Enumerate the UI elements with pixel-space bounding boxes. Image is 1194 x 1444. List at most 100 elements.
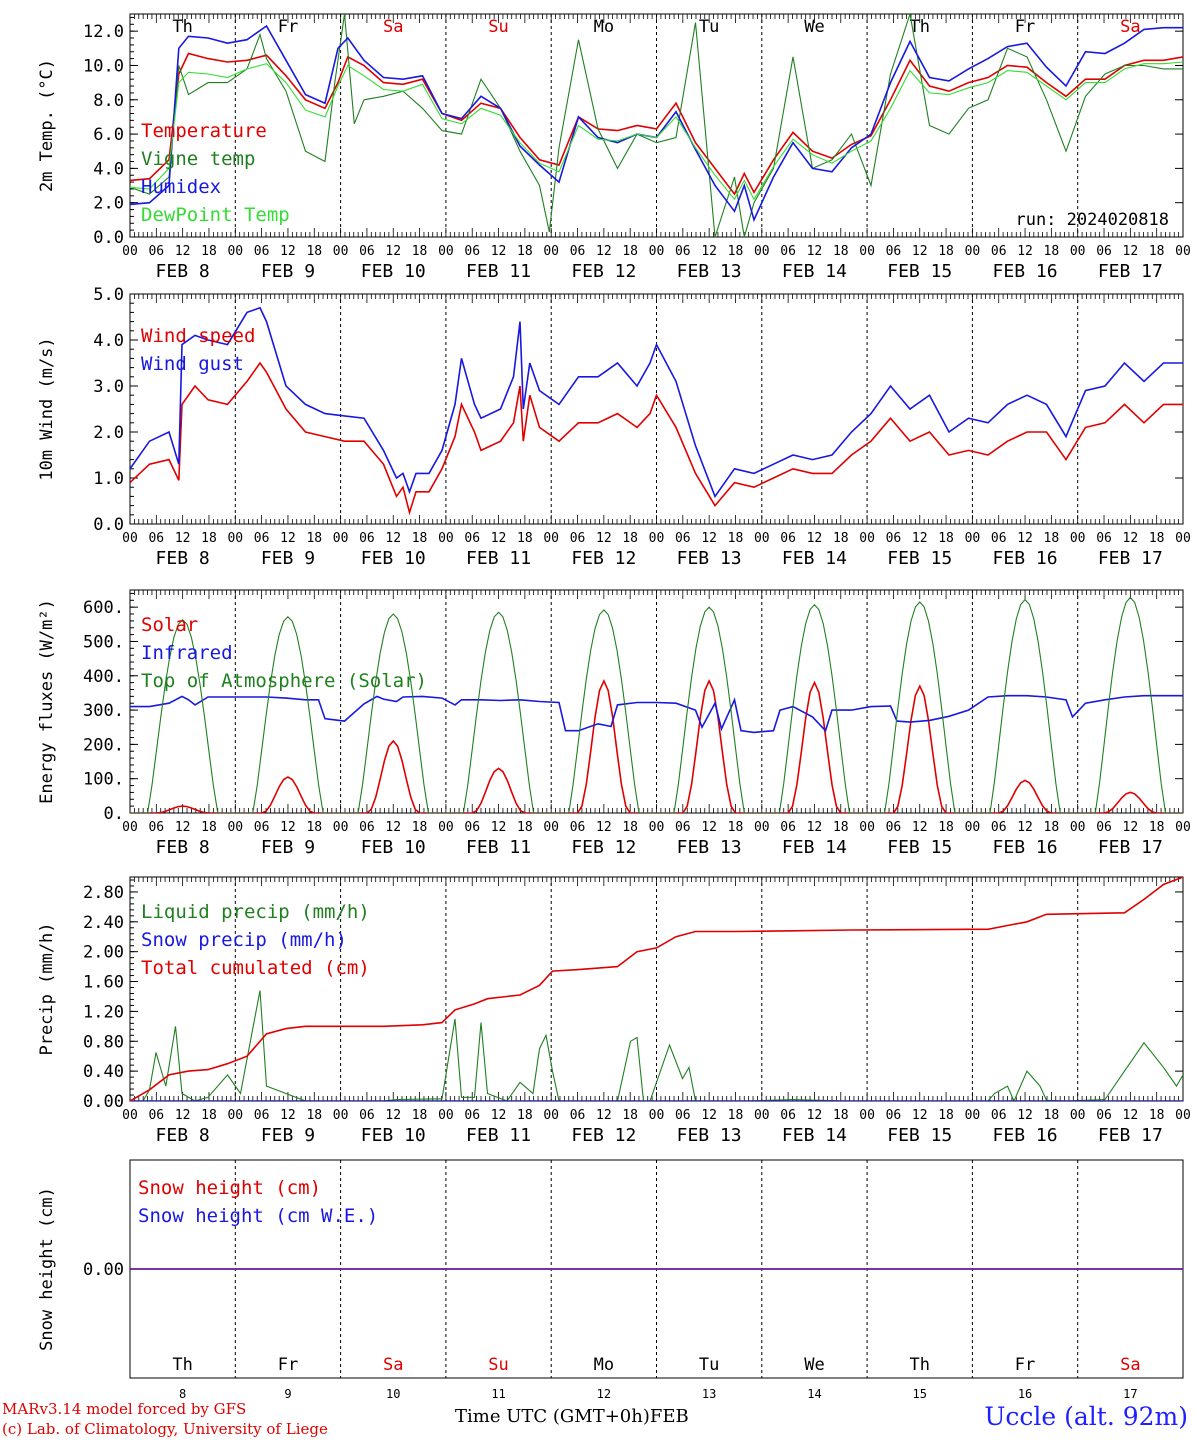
y-tick-label: 2.00 [83,943,124,963]
series-line [130,361,1183,516]
station-label: Uccle (alt. 92m) [984,1402,1188,1431]
y-axis-title: Snow height (cm) [37,1187,57,1351]
date-label: FEB 16 [993,837,1058,858]
y-axis-title: 2m Temp. (°C) [37,59,57,192]
hour-label: 06 [148,531,164,546]
hour-label: 06 [464,1108,480,1123]
day-label: Fr [1015,1355,1035,1375]
hour-label: 06 [991,531,1007,546]
hour-label: 06 [991,244,1007,259]
date-label: FEB 14 [782,548,847,569]
hour-label: 00 [965,531,981,546]
hour-label: 12 [385,820,401,835]
hour-label: 00 [122,820,138,835]
hour-label: 18 [517,1108,533,1123]
hour-label: 00 [543,531,559,546]
y-tick-label: 600. [83,598,124,618]
hour-label: 18 [201,1108,217,1123]
hour-label: 18 [833,820,849,835]
hour-label: 12 [701,1108,717,1123]
hour-label: 18 [1044,1108,1060,1123]
date-number: 14 [807,1387,821,1401]
hour-label: 12 [1017,531,1033,546]
hour-label: 12 [701,244,717,259]
date-number: 17 [1123,1387,1137,1401]
date-label: FEB 17 [1098,261,1163,282]
y-tick-label: 0.00 [83,1092,124,1112]
model-label: MARv3.14 model forced by GFS [2,1400,247,1418]
date-label: FEB 10 [361,261,426,282]
date-label: FEB 14 [782,261,847,282]
hour-label: 06 [886,820,902,835]
hour-label: 06 [780,531,796,546]
day-label: Sa [1120,17,1140,37]
date-label: FEB 12 [571,1125,636,1146]
day-label: Sa [383,17,403,37]
run-label: run: 2024020818 [1015,210,1169,230]
hour-label: 00 [1175,244,1191,259]
y-tick-label: 12.0 [83,22,124,42]
hour-label: 06 [780,244,796,259]
hour-label: 06 [464,531,480,546]
hour-label: 00 [227,531,243,546]
hour-label: 18 [412,244,428,259]
hour-label: 00 [543,1108,559,1123]
hour-label: 12 [701,820,717,835]
hour-label: 00 [333,531,349,546]
hour-label: 12 [596,820,612,835]
hour-label: 06 [886,531,902,546]
day-label: Fr [278,1355,298,1375]
series-line [130,877,1183,1101]
series-line [130,306,1183,499]
hour-label: 00 [859,531,875,546]
y-tick-label: 8.0 [93,91,124,111]
day-label: Sa [383,1355,403,1375]
y-tick-label: 2.40 [83,913,124,933]
date-number: 8 [179,1387,186,1401]
hour-label: 00 [754,244,770,259]
y-tick-label: 200. [83,735,124,755]
hour-label: 00 [122,244,138,259]
hour-label: 18 [306,1108,322,1123]
series-line [130,694,1183,734]
hour-label: 06 [675,1108,691,1123]
hour-label: 18 [1149,1108,1165,1123]
y-tick-label: 1.60 [83,973,124,993]
day-label: Th [172,1355,192,1375]
hour-label: 12 [491,244,507,259]
hour-label: 06 [148,820,164,835]
date-label: FEB 12 [571,837,636,858]
hour-label: 00 [1175,1108,1191,1123]
hour-label: 18 [938,531,954,546]
hour-label: 18 [412,820,428,835]
y-tick-label: 0.80 [83,1032,124,1052]
hour-label: 12 [912,820,928,835]
y-tick-label: 2.0 [93,194,124,214]
hour-label: 18 [833,531,849,546]
hour-label: 12 [175,1108,191,1123]
legend-entry: DewPoint Temp [141,204,290,226]
y-tick-label: 6.0 [93,125,124,145]
panel-3: 0. 100. 200. 300. 400. 500. 600. 00 06 12 18 FEB 8 0… [37,589,1191,858]
hour-label: 12 [491,820,507,835]
hour-label: 18 [728,531,744,546]
hour-label: 12 [596,531,612,546]
y-tick-label: 2.80 [83,883,124,903]
y-tick-label: 1.20 [83,1002,124,1022]
hour-label: 00 [965,1108,981,1123]
hour-label: 06 [254,820,270,835]
date-number: 15 [913,1387,927,1401]
y-tick-label: 0.00 [83,1260,124,1280]
hour-label: 06 [1096,244,1112,259]
date-label: FEB 11 [466,837,531,858]
hour-label: 06 [570,820,586,835]
date-label: FEB 9 [261,261,315,282]
hour-label: 00 [754,1108,770,1123]
hour-label: 12 [385,1108,401,1123]
legend-entry: Wind gust [141,353,244,375]
y-tick-label: 0.0 [93,228,124,248]
legend-entry: Wind speed [141,325,255,347]
y-tick-label: 400. [83,667,124,687]
hour-label: 12 [807,820,823,835]
